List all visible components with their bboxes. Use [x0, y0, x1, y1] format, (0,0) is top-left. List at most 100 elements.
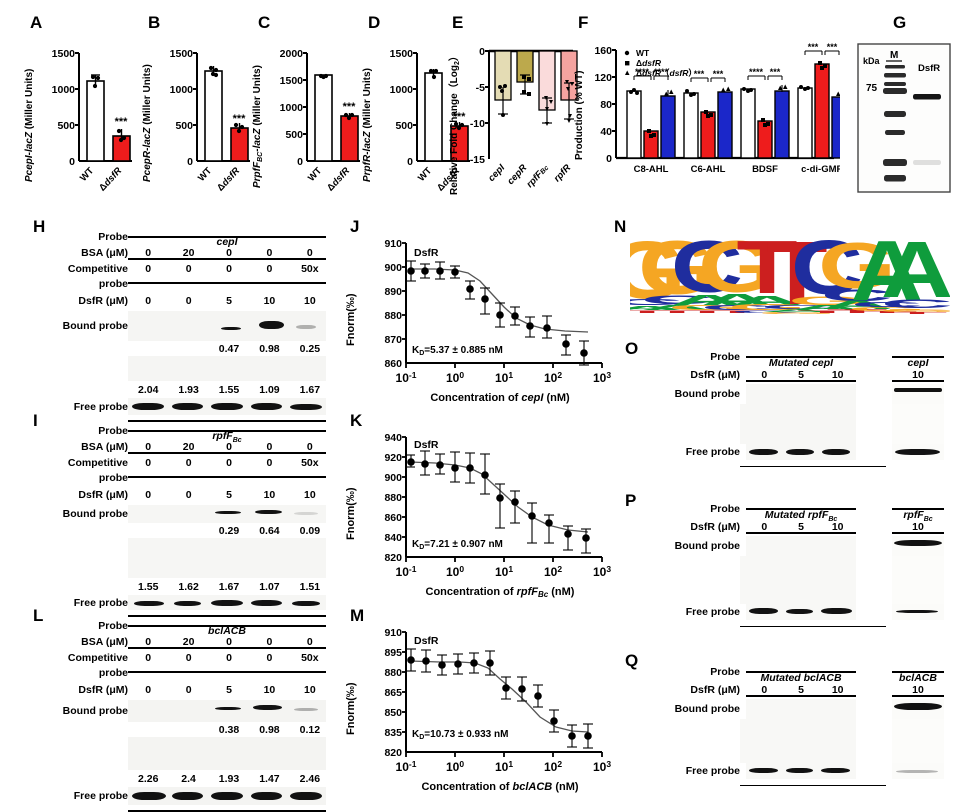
- svg-text:A: A: [881, 232, 950, 315]
- panel-Q-free-label: Free probe: [685, 765, 740, 777]
- panel-label-L: L: [33, 606, 44, 625]
- svg-text:T: T: [630, 309, 678, 313]
- panel-I-bound-band-3: [254, 510, 283, 514]
- panel-L-bound-val-3: 0.98: [259, 723, 280, 736]
- panel-D-yticks: 1500 1000 500 0: [390, 48, 414, 168]
- panel-P-free-band-native: [896, 610, 938, 613]
- svg-text:10-1: 10-1: [396, 370, 417, 385]
- svg-text:101: 101: [495, 370, 513, 385]
- svg-text:500: 500: [175, 120, 193, 132]
- panel-Q-free-band-0: [749, 768, 778, 773]
- panel-L-bsa-0: 0: [145, 636, 152, 648]
- svg-text:A: A: [821, 298, 893, 311]
- panel-O-probe-native: cepI: [907, 357, 929, 369]
- svg-text:C: C: [761, 305, 833, 311]
- panel-label-N: N: [614, 217, 627, 236]
- panel-H-dsfr-3: 10: [263, 295, 276, 307]
- panel-D-ylabel: PrpfR-lacZ (Miller Units): [362, 68, 373, 182]
- svg-text:C: C: [731, 309, 803, 313]
- panel-I-bound-band-2: [215, 511, 241, 514]
- svg-text:0: 0: [187, 156, 193, 168]
- panel-I-free-band-1: [173, 601, 202, 606]
- panel-I-comp-4: 50x: [301, 456, 319, 469]
- svg-text:900: 900: [384, 472, 402, 484]
- panel-I-free-val-2: 1.67: [218, 580, 240, 593]
- panel-H-emsa: Probe cepI BSA (μM) 0 20 0 0 0 Competiti…: [10, 228, 330, 422]
- panel-G-marker-bands: [883, 65, 907, 182]
- svg-text:1500: 1500: [52, 48, 76, 60]
- panel-M-points: [406, 648, 593, 749]
- panel-J-xticks: 10-1 100 101 102 103: [396, 370, 612, 385]
- svg-text:T: T: [886, 311, 947, 314]
- panel-B-ylabel: PcepR-lacZ (Miller Units): [142, 64, 153, 182]
- svg-text:****: ****: [654, 67, 669, 77]
- panel-H-bound-band-3: [258, 321, 285, 329]
- panel-P-free-band-0: [749, 608, 778, 614]
- panel-L-competitive-label2: probe: [98, 666, 128, 679]
- svg-text:100: 100: [446, 759, 464, 774]
- panel-H-dsfr-4: 10: [303, 295, 316, 307]
- panel-K-xlabel: Concentration of rpfFBc (nM): [426, 586, 575, 599]
- panel-P-probe-label: Probe: [710, 503, 740, 515]
- panel-C-chart: PrpfFBC-lacZ (Miller Units) 2000 1500 100…: [246, 30, 366, 205]
- svg-text:40: 40: [600, 126, 612, 138]
- panel-B-yticks: 1500 1000 500 0: [170, 48, 194, 168]
- svg-text:860: 860: [384, 512, 402, 524]
- panel-I-bound-band-4: [294, 512, 319, 515]
- panel-L-comp-3: 0: [266, 651, 273, 664]
- panel-G-gel: kDa M DsfR 75: [853, 40, 955, 195]
- panel-L-dsfr-4: 10: [303, 684, 316, 696]
- svg-text:G: G: [848, 307, 926, 313]
- svg-text:G: G: [788, 294, 866, 307]
- panel-B-significance: ***: [233, 113, 247, 125]
- panel-I-bsa-4: 0: [306, 441, 313, 453]
- panel-C-cat-0: WT: [306, 165, 324, 183]
- panel-H-free-val-3: 1.09: [259, 383, 280, 396]
- panel-Q-free-band-1: [785, 768, 814, 773]
- svg-text:****: ****: [635, 67, 650, 77]
- panel-L-free-band-4: [290, 792, 323, 800]
- panel-M-xlabel: Concentration of bclACB (nM): [421, 781, 578, 793]
- panel-L-dsfr-label: DsfR (μM): [78, 684, 128, 696]
- svg-text:1500: 1500: [280, 75, 304, 87]
- panel-H-comp-3: 0: [266, 262, 273, 275]
- panel-L-free-band-2: [211, 792, 243, 800]
- panel-H-free-val-1: 1.93: [178, 383, 199, 396]
- panel-D-significance: ***: [453, 111, 467, 123]
- panel-F-cat-1: C6-AHL: [691, 164, 726, 175]
- panel-F-group-bdsf: **** ***: [740, 67, 790, 159]
- panel-P-dsfr-label: DsfR (μM): [690, 521, 740, 533]
- panel-I-free-val-0: 1.55: [137, 580, 159, 593]
- panel-I-dsfr-label: DsfR (μM): [78, 489, 128, 501]
- panel-H-free-band-0: [131, 403, 164, 410]
- panel-H-bound-val-2: 0.47: [218, 342, 240, 355]
- panel-Q-probe-mutated: Mutated bclACB: [760, 672, 842, 684]
- panel-F-ylabel: Production (% WT): [574, 71, 585, 160]
- panel-N-sequence-logo: G G C A T G C A T C A G T G A C T: [630, 232, 950, 324]
- svg-text:G: G: [728, 303, 806, 312]
- svg-text:2000: 2000: [280, 48, 304, 60]
- panel-M-xticks: 10-1 100 101 102 103: [396, 759, 612, 774]
- panel-O-free-band-native: [895, 449, 940, 455]
- panel-J-yticks: 910 900 890 880 870 860: [384, 238, 402, 370]
- panel-G-dsfr-band: [913, 94, 941, 100]
- panel-L-emsa: Probe bclACB BSA (μM) 0 20 0 0 0 Competi…: [10, 617, 330, 812]
- svg-text:T: T: [676, 309, 737, 313]
- svg-text:0: 0: [407, 156, 413, 168]
- panel-label-C: C: [258, 13, 271, 32]
- panel-H-competitive-label2: probe: [98, 277, 128, 290]
- panel-L-free-val-2: 1.93: [218, 772, 240, 785]
- svg-text:WT: WT: [636, 48, 650, 58]
- svg-text:120: 120: [594, 72, 612, 84]
- panel-Q-emsa: Probe Mutated bclACB bclACB DsfR (μM) 0 …: [630, 663, 950, 787]
- svg-text:100: 100: [446, 370, 464, 385]
- panel-M-annotation: DsfR: [414, 635, 439, 647]
- svg-text:1500: 1500: [390, 48, 414, 60]
- panel-I-dsfr-1: 0: [185, 489, 192, 501]
- panel-H-comp-2: 0: [226, 262, 232, 275]
- svg-text:10-1: 10-1: [396, 564, 417, 579]
- panel-H-comp-4: 50x: [301, 262, 319, 275]
- panel-B-cat-0: WT: [196, 165, 214, 183]
- panel-H-dsfr-1: 0: [185, 295, 192, 307]
- svg-text:A: A: [851, 232, 923, 318]
